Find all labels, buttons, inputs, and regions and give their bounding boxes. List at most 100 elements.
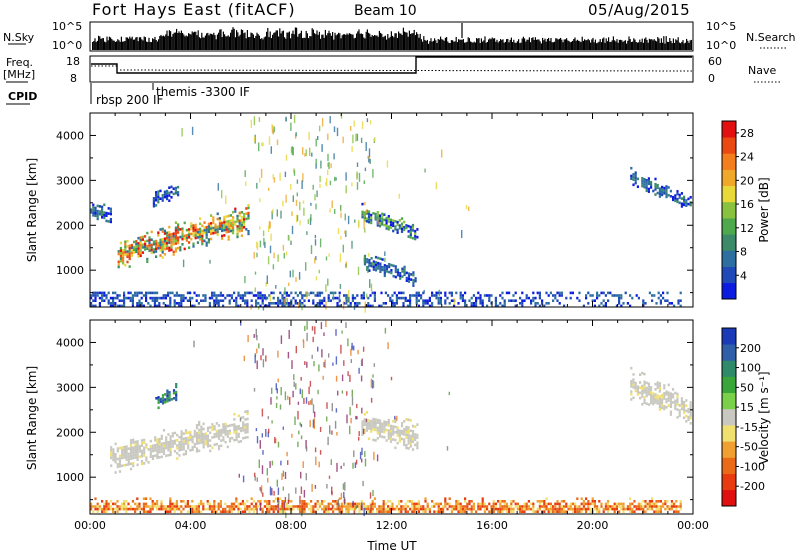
nsky-bar	[298, 33, 300, 50]
power-noise	[290, 147, 293, 153]
velocity-noise	[338, 503, 340, 513]
power-cell	[135, 250, 138, 254]
power-cell	[392, 229, 395, 233]
power-cell	[494, 296, 497, 300]
power-noise	[269, 245, 272, 254]
power-cell	[569, 291, 572, 295]
power-cell	[255, 304, 258, 308]
power-cell	[377, 264, 380, 268]
power-cell	[174, 229, 177, 232]
nsky-bar	[204, 35, 206, 50]
velocity-cell	[654, 395, 657, 399]
velocity-cell	[121, 446, 124, 449]
power-cell	[371, 291, 374, 295]
velocity-cell	[486, 507, 489, 511]
power-cell	[150, 243, 153, 247]
power-cell	[658, 195, 661, 198]
velocity-cell	[464, 507, 467, 511]
velocity-cell	[169, 507, 172, 511]
velocity-cell	[409, 429, 412, 433]
velocity-noise	[286, 451, 288, 457]
power-cell	[139, 249, 142, 252]
velocity-cell	[165, 441, 168, 445]
power-cell	[444, 291, 447, 295]
power-noise	[347, 215, 350, 225]
velocity-cell	[455, 505, 458, 508]
power-cell	[166, 239, 169, 242]
velocity-cell	[169, 502, 172, 506]
velocity-cell	[466, 505, 469, 508]
power-cell	[169, 304, 172, 308]
nsky-bar	[225, 36, 227, 50]
power-cell	[175, 302, 178, 305]
velocity-cell	[580, 497, 583, 500]
power-cell	[673, 304, 676, 308]
power-cell	[558, 291, 561, 295]
velocity-noise	[312, 419, 315, 428]
velocity-cell	[153, 502, 156, 506]
velocity-cell	[409, 434, 412, 438]
nsky-bar	[130, 38, 132, 50]
velocity-cell	[193, 505, 196, 508]
velocity-cell	[182, 437, 185, 441]
power-noise	[291, 146, 293, 155]
velocity-cell	[121, 464, 124, 468]
velocity-cell	[285, 507, 288, 511]
nsky-bar	[275, 30, 277, 50]
velocity-cell	[676, 403, 679, 406]
velocity-cell	[246, 422, 249, 426]
power-cell	[178, 302, 181, 305]
velocity-noise	[311, 354, 313, 359]
power-noise	[318, 125, 321, 132]
velocity-cell	[644, 505, 647, 508]
power-cell	[123, 291, 126, 295]
power-cell	[403, 228, 406, 232]
nsky-bar	[293, 34, 295, 50]
velocity-cell	[376, 437, 379, 440]
velocity-cell	[636, 393, 639, 396]
velocity-cell	[285, 505, 288, 508]
power-cell	[532, 299, 535, 302]
nsky-bar	[472, 42, 474, 50]
velocity-cell	[642, 505, 645, 508]
power-cell	[138, 299, 141, 302]
velocity-cell	[567, 507, 570, 511]
velocity-cell	[189, 438, 192, 442]
power-cell	[196, 230, 199, 234]
velocity-cell	[393, 507, 396, 511]
power-cell	[98, 212, 101, 216]
power-cell	[232, 231, 235, 235]
freq-tick-bottom: 8	[70, 72, 77, 85]
nsky-bar	[552, 42, 554, 50]
velocity-cell	[118, 507, 121, 511]
power-cell	[119, 257, 122, 260]
power-cell	[205, 241, 208, 245]
velocity-cell	[516, 507, 519, 511]
power-cell	[175, 291, 178, 295]
velocity-cell	[213, 435, 216, 439]
nsky-bar	[302, 38, 304, 50]
nsky-bar	[263, 37, 265, 50]
power-cell	[644, 302, 647, 305]
velocity-cell	[400, 505, 403, 508]
velocity-cell	[585, 510, 588, 513]
velocity-cell	[668, 505, 671, 508]
power-cell	[422, 291, 425, 295]
velocity-cell	[647, 387, 650, 391]
velocity-cell	[323, 507, 326, 511]
power-cell	[234, 220, 237, 224]
velocity-cell	[639, 386, 642, 389]
velocity-cell	[387, 507, 390, 511]
power-cell	[453, 304, 456, 308]
velocity-cell	[680, 405, 683, 408]
velocity-cell	[653, 510, 656, 513]
power-cell	[283, 304, 286, 308]
power-cell	[488, 294, 491, 297]
power-cell	[367, 220, 371, 224]
velocity-cell	[389, 510, 392, 513]
velocity-cell	[589, 507, 592, 511]
nsky-bar	[608, 37, 610, 50]
nsky-bar	[124, 41, 126, 50]
velocity-cell	[636, 390, 639, 394]
velocity-cell	[361, 433, 364, 436]
